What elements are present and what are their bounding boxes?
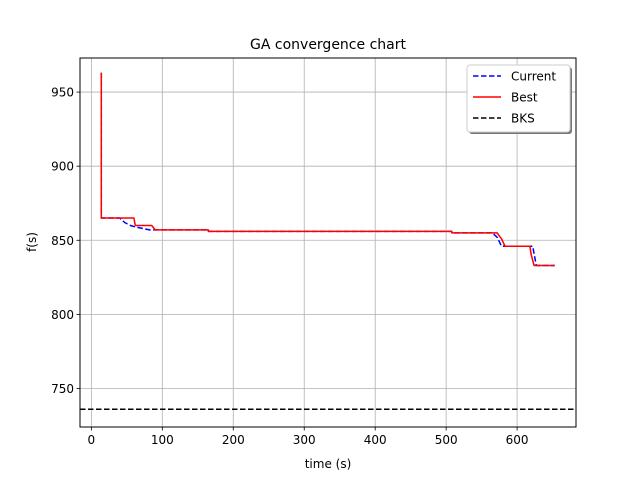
- y-axis-label: f(s): [25, 232, 39, 252]
- y-tick-label: 800: [51, 308, 74, 322]
- series-line-best: [100, 72, 555, 267]
- x-tick-label: 200: [222, 433, 245, 447]
- y-tick-label: 750: [51, 382, 74, 396]
- legend-label-best: Best: [511, 91, 538, 105]
- plot-frame: [79, 57, 577, 428]
- axis-ticks: 0 100 200 300 400 500 600 750 800 850 900 950: [51, 86, 528, 447]
- x-tick-label: 300: [293, 433, 316, 447]
- x-tick-label: 100: [151, 433, 174, 447]
- y-tick-label: 900: [51, 160, 74, 174]
- legend: Current Best BKS: [466, 64, 572, 134]
- legend-label-current: Current: [511, 70, 556, 84]
- x-tick-label: 400: [364, 433, 387, 447]
- x-tick-label: 500: [435, 433, 458, 447]
- grid-lines: [80, 58, 576, 427]
- x-axis-label: time (s): [305, 457, 352, 471]
- legend-label-bks: BKS: [511, 112, 535, 126]
- legend-box: [466, 64, 571, 133]
- x-tick-label: 600: [506, 433, 529, 447]
- chart-title: GA convergence chart: [250, 37, 406, 53]
- y-tick-label: 950: [51, 86, 74, 100]
- y-tick-label: 850: [51, 234, 74, 248]
- plot-area: [80, 72, 576, 410]
- x-tick-label: 0: [88, 433, 96, 447]
